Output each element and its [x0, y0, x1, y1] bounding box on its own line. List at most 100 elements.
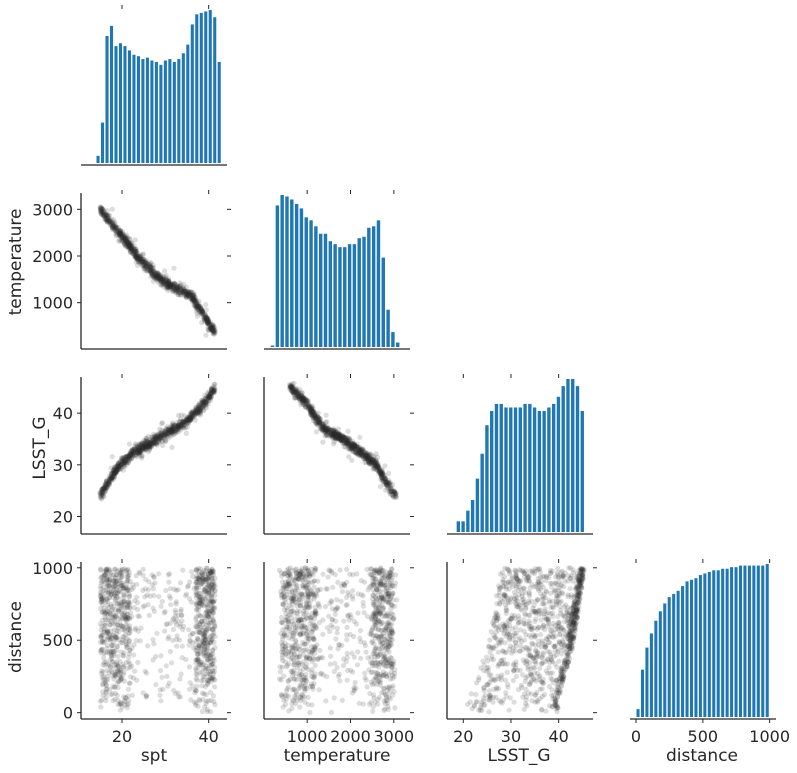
LSST_G_vs_spt-point-888	[161, 432, 167, 438]
temperature_vs_spt-point-435	[129, 240, 135, 246]
distance_vs_temperature-point-672	[289, 589, 295, 595]
LSST_G_vs_temperature-point-891	[361, 456, 367, 462]
temperature_vs_spt-point-280	[165, 284, 172, 290]
distance_vs_spt-point-1072	[116, 664, 122, 670]
distance_vs_temperature-point-896	[277, 669, 283, 675]
temperature_vs_spt-point-807	[141, 261, 147, 267]
temperature_vs_spt-point-602	[182, 288, 188, 294]
temperature_vs_spt-point-861	[155, 275, 161, 281]
LSST_G_vs_spt-point-450	[135, 450, 141, 456]
temperature_vs_spt-point-201	[109, 224, 116, 230]
x-tick-label-spt-0: 20	[112, 727, 132, 746]
temperature_vs_spt-point-790	[211, 331, 218, 337]
temperature_vs_spt-point-186	[99, 206, 105, 212]
LSST_G_vs_spt-point-380	[201, 399, 207, 405]
temperature_vs_spt-point-319	[133, 254, 139, 260]
LSST_G_vs_spt-point-305	[132, 441, 138, 447]
distance_vs_temperature-point-560	[330, 624, 336, 630]
temperature_vs_spt-point-517	[185, 292, 192, 298]
distance_vs_temperature-point-907	[354, 571, 360, 577]
temperature_vs_spt-point-311	[132, 247, 138, 253]
temperature_vs_spt-point-266	[174, 289, 180, 295]
temperature_vs_spt-point-418	[169, 285, 175, 291]
hist-bar-temperature-26	[396, 342, 400, 347]
temperature_vs_spt-point-27	[169, 281, 175, 287]
temperature_vs_spt-point-820	[100, 206, 106, 212]
LSST_G_vs_spt-point-475	[188, 417, 194, 423]
temperature_vs_spt-point-800	[157, 276, 163, 282]
temperature_vs_spt-point-589	[102, 213, 108, 219]
temperature_vs_spt-point-494	[184, 292, 190, 298]
temperature_vs_spt-point-134	[175, 285, 181, 292]
temperature_vs_spt-point-124	[117, 231, 123, 237]
hist-bar-LSST_G-4	[475, 478, 480, 532]
LSST_G_vs_spt-point-477	[193, 405, 200, 412]
hist-bar-spt-16	[168, 59, 172, 163]
temperature_vs_spt-point-765	[198, 306, 204, 312]
temperature_vs_spt-point-506	[188, 292, 194, 298]
temperature_vs_spt-point-616	[205, 320, 211, 326]
temperature_vs_spt-point-157	[205, 319, 211, 325]
distance_vs_spt-point-1027	[138, 625, 144, 631]
LSST_G_vs_spt-point-63	[203, 399, 209, 405]
LSST_G_vs_spt-point-290	[197, 403, 203, 409]
temperature_vs_spt-point-555	[210, 328, 216, 334]
distance_vs_temperature-point-481	[286, 708, 292, 714]
temperature_vs_spt-point-582	[180, 290, 186, 296]
LSST_G_vs_spt-point-491	[203, 403, 209, 409]
temperature_vs_spt-point-236	[157, 275, 163, 281]
LSST_G_vs_spt-point-285	[142, 443, 148, 449]
temperature_vs_spt-point-888	[145, 261, 151, 267]
temperature_vs_spt-point-705	[191, 298, 197, 304]
temperature_vs_spt-point-132	[149, 271, 155, 277]
distance_vs_temperature-point-443	[358, 655, 364, 661]
temperature_vs_spt-point-364	[158, 275, 164, 281]
LSST_G_vs_spt-point-395	[129, 452, 135, 458]
distance_vs_temperature-point-997	[297, 694, 303, 700]
LSST_G_vs_spt-point-437	[106, 476, 112, 482]
LSST_G_vs_temperature-point-870	[311, 413, 318, 419]
LSST_G_vs_spt-point-242	[180, 419, 186, 425]
histogram-spt	[81, 5, 227, 166]
LSST_G_vs_spt-point-183	[174, 423, 181, 430]
temperature_vs_spt-point-367	[192, 299, 198, 305]
distance_vs_temperature-point-978	[345, 612, 351, 618]
LSST_G_vs_spt-point-379	[158, 433, 164, 439]
distance_vs_temperature-point-1031	[303, 604, 309, 610]
LSST_G_vs_spt-point-227	[110, 475, 116, 481]
distance_vs_temperature-point-930	[341, 582, 347, 588]
temperature_vs_spt-point-392	[170, 287, 176, 293]
hist-bar-spt-0	[96, 155, 100, 163]
distance_vs_spt-point-1066	[145, 643, 151, 649]
temperature_vs_spt-point-199	[99, 212, 105, 218]
distance_vs_temperature-point-569	[312, 662, 318, 669]
temperature_vs_spt-point-167	[102, 213, 108, 219]
distance_vs_spt-point-732	[151, 574, 157, 580]
LSST_G_vs_spt-point-365	[167, 428, 173, 434]
temperature_vs_spt-point-437	[167, 283, 173, 289]
LSST_G_vs_spt-point-32	[176, 422, 182, 428]
temperature_vs_spt-point-621	[139, 257, 145, 263]
hist-bar-temperature-5	[294, 203, 299, 347]
temperature_vs_spt-point-300	[151, 268, 157, 274]
distance_vs_spt-point-993	[127, 593, 133, 599]
temperature_vs_spt-point-645	[211, 329, 217, 335]
temperature_vs_spt-point-834	[134, 256, 141, 262]
distance_vs_spt-point-1090	[206, 608, 212, 614]
distance_vs_spt-point-952	[119, 704, 125, 710]
temperature_vs_spt-point-697	[122, 233, 128, 239]
LSST_G_vs_spt-point-111	[175, 422, 181, 428]
temperature_vs_spt-point-747	[116, 233, 122, 239]
temperature_vs_spt-point-776	[203, 332, 209, 338]
distance_vs_spt-point-891	[212, 664, 218, 670]
temperature_vs_spt-point-728	[151, 269, 157, 275]
temperature_vs_spt-point-511	[168, 282, 174, 288]
temperature_vs_spt-point-353	[207, 319, 213, 325]
LSST_G_vs_spt-point-64	[183, 417, 189, 423]
LSST_G_vs_spt-point-889	[147, 440, 153, 446]
temperature_vs_spt-point-93	[142, 259, 148, 265]
temperature_vs_spt-point-39	[133, 253, 139, 259]
temperature_vs_spt-point-397	[134, 255, 141, 261]
temperature_vs_spt-point-45	[114, 225, 120, 231]
temperature_vs_spt-point-260	[139, 258, 145, 264]
